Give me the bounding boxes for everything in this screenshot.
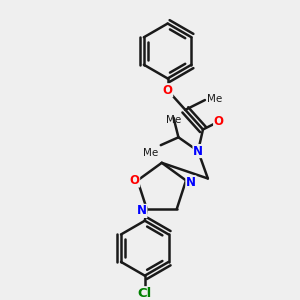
Text: N: N: [186, 176, 196, 189]
Text: Me: Me: [166, 115, 181, 125]
Text: O: O: [163, 84, 173, 97]
Text: Me: Me: [142, 148, 158, 158]
Text: O: O: [214, 115, 224, 128]
Text: Me: Me: [207, 94, 222, 104]
Text: O: O: [130, 174, 140, 187]
Text: N: N: [137, 204, 147, 218]
Text: N: N: [193, 145, 203, 158]
Text: Cl: Cl: [138, 287, 152, 300]
